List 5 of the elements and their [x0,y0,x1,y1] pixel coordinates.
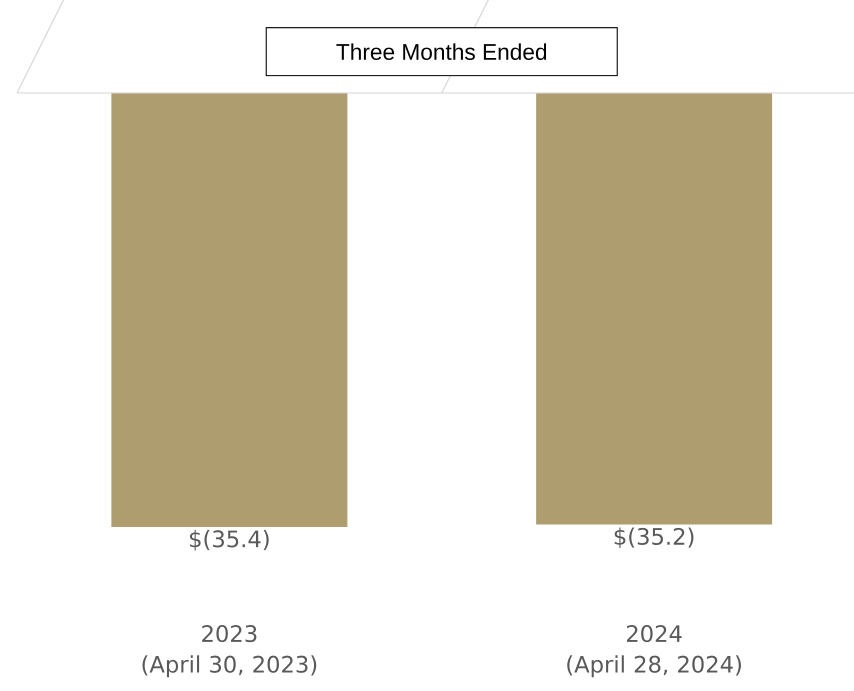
data-label: $(35.4) [190,530,269,550]
chart-title: Three Months Ended [336,43,546,60]
data-label: $(35.2) [614,527,694,548]
x-tick-label: 2024 (April 28, 2024) [567,625,741,678]
x-tick-label: 2023 (April 30, 2023) [142,625,316,678]
